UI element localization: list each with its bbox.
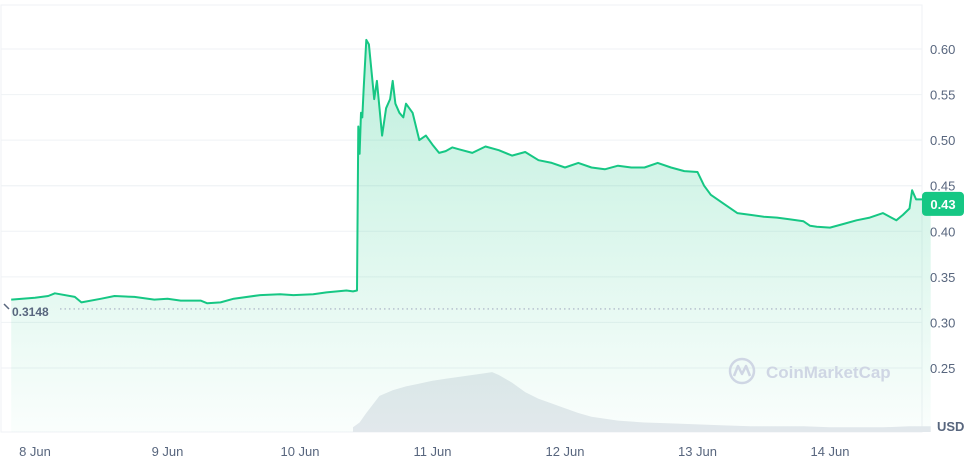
y-tick-label: 0.25	[930, 361, 955, 376]
x-tick-label: 9 Jun	[152, 444, 184, 459]
y-tick-label: 0.50	[930, 133, 955, 148]
y-tick-label: 0.45	[930, 179, 955, 194]
price-area	[11, 39, 931, 433]
price-area-fill	[11, 39, 931, 433]
y-tick-label: 0.40	[930, 224, 955, 239]
start-price-label: 0.3148	[3, 303, 49, 319]
x-tick-label: 10 Jun	[280, 444, 319, 459]
x-tick-label: 8 Jun	[19, 444, 51, 459]
watermark: CoinMarketCap	[728, 357, 891, 385]
currency-label: USD	[937, 419, 964, 434]
y-tick-label: 0.60	[930, 42, 955, 57]
y-tick-label: 0.35	[930, 270, 955, 285]
coinmarketcap-logo-icon	[728, 357, 756, 385]
current-price-badge: 0.43	[922, 191, 964, 216]
current-price-text: 0.43	[930, 197, 955, 212]
x-tick-label: 11 Jun	[413, 444, 451, 459]
y-tick-label: 0.55	[930, 88, 955, 103]
price-line	[11, 38, 932, 305]
price-series-line	[11, 38, 932, 305]
y-tick-label: 0.30	[930, 315, 955, 330]
start-price-text: 0.3148	[12, 305, 49, 319]
watermark-text: CoinMarketCap	[766, 363, 891, 382]
x-tick-label: 12 Jun	[545, 444, 584, 459]
x-tick-label: 13 Jun	[678, 444, 717, 459]
x-axis: 8 Jun 9 Jun 10 Jun 11 Jun 12 Jun 13 Jun 14 Jun	[19, 444, 849, 459]
x-tick-label: 14 Jun	[810, 444, 849, 459]
y-axis: 0.60 0.55 0.50 0.45 0.40 0.35 0.30 0.25	[930, 42, 955, 376]
